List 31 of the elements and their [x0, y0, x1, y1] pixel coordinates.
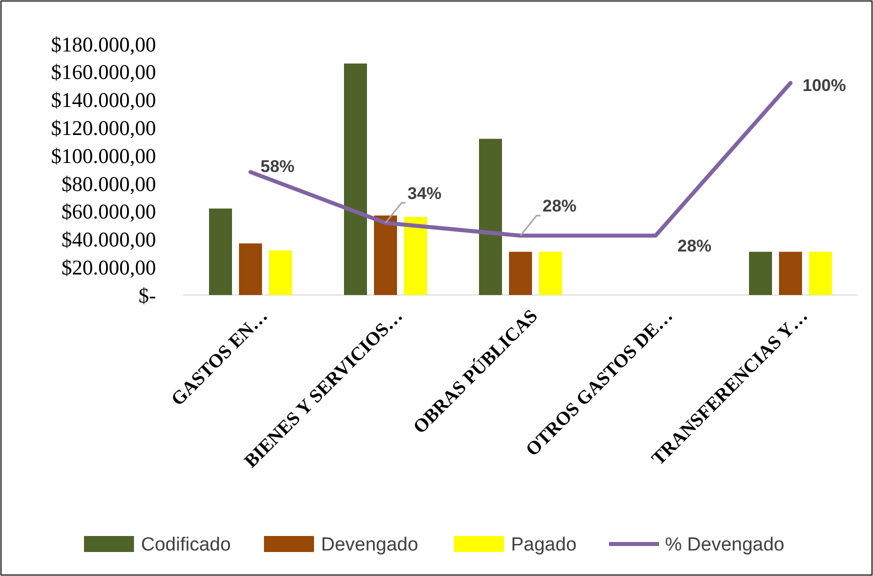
y-tick-label: $40.000,00 — [62, 228, 156, 252]
bar — [239, 243, 262, 295]
y-tick-label: $180.000,00 — [51, 32, 156, 56]
bar — [509, 252, 532, 295]
y-tick-label: $80.000,00 — [62, 172, 156, 196]
data-label: 34% — [408, 184, 442, 203]
bar — [404, 216, 427, 295]
bar — [374, 216, 397, 295]
y-tick-label: $60.000,00 — [62, 200, 156, 224]
bar — [539, 252, 562, 295]
y-tick-label: $160.000,00 — [51, 60, 156, 84]
bar — [344, 64, 367, 295]
y-tick-label: $100.000,00 — [51, 144, 156, 168]
y-tick-label: $120.000,00 — [51, 116, 156, 140]
bar — [779, 252, 802, 295]
bar — [479, 138, 502, 295]
bar — [809, 252, 832, 295]
bar — [749, 252, 772, 295]
data-label: 100% — [802, 76, 846, 95]
legend-label: Devengado — [321, 534, 418, 556]
data-label: 28% — [678, 236, 712, 256]
bar — [269, 250, 292, 295]
y-tick-label: $- — [138, 283, 156, 308]
bar — [209, 208, 232, 295]
y-tick-label: $140.000,00 — [51, 88, 156, 112]
legend-label: Codificado — [141, 534, 231, 556]
legend-label: % Devengado — [665, 534, 784, 556]
legend-label: Pagado — [511, 534, 577, 556]
data-label: 58% — [260, 156, 295, 176]
data-label: 28% — [542, 196, 577, 216]
y-tick-label: $20.000,00 — [62, 255, 156, 280]
